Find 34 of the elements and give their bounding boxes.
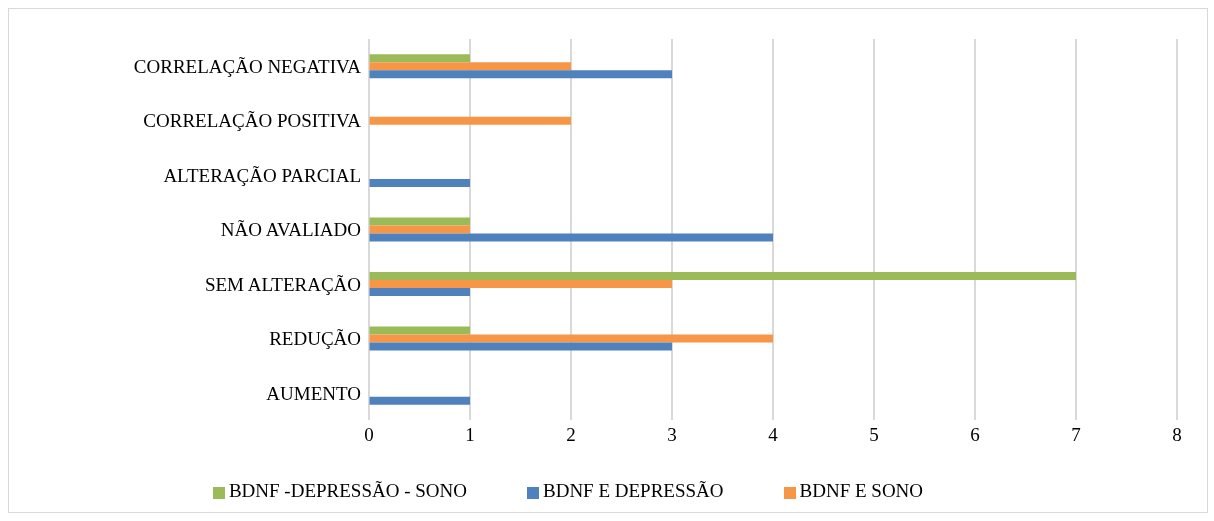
- bar: [369, 116, 571, 125]
- bar: [369, 334, 773, 343]
- y-tick-label: CORRELAÇÃO NEGATIVA: [133, 55, 362, 77]
- x-tick-label: 3: [667, 424, 677, 446]
- bar: [369, 396, 470, 405]
- bar: [369, 279, 672, 288]
- bar: [369, 326, 470, 335]
- x-tick-label: 4: [768, 424, 779, 446]
- bar: [369, 54, 470, 63]
- bar: [369, 70, 672, 79]
- x-tick-label: 6: [970, 424, 980, 446]
- y-tick-label: ALTERAÇÃO PARCIAL: [163, 164, 361, 186]
- y-tick-label: CORRELAÇÃO POSITIVA: [143, 110, 362, 132]
- legend-label: BDNF E SONO: [799, 480, 924, 501]
- bar: [369, 62, 571, 71]
- x-tick-label: 5: [869, 424, 879, 446]
- x-tick-label: 8: [1172, 424, 1182, 446]
- y-tick-label: REDUÇÃO: [269, 328, 361, 350]
- x-tick-label: 2: [566, 424, 576, 446]
- y-tick-label: NÃO AVALIADO: [220, 219, 361, 241]
- legend-label: BDNF -DEPRESSÃO - SONO: [228, 480, 467, 501]
- x-tick-label: 1: [465, 424, 475, 446]
- bar: [369, 217, 470, 226]
- legend-label: BDNF E DEPRESSÃO: [543, 480, 724, 501]
- bar: [369, 287, 470, 296]
- y-tick-label: AUMENTO: [266, 382, 361, 404]
- bar: [369, 225, 470, 234]
- bar: [369, 342, 672, 351]
- bar: [369, 179, 470, 188]
- x-tick-label: 7: [1071, 424, 1081, 446]
- x-tick-label: 0: [364, 424, 374, 446]
- bar: [369, 233, 773, 242]
- bar: [369, 271, 1076, 280]
- y-tick-label: SEM ALTERAÇÃO: [204, 273, 361, 295]
